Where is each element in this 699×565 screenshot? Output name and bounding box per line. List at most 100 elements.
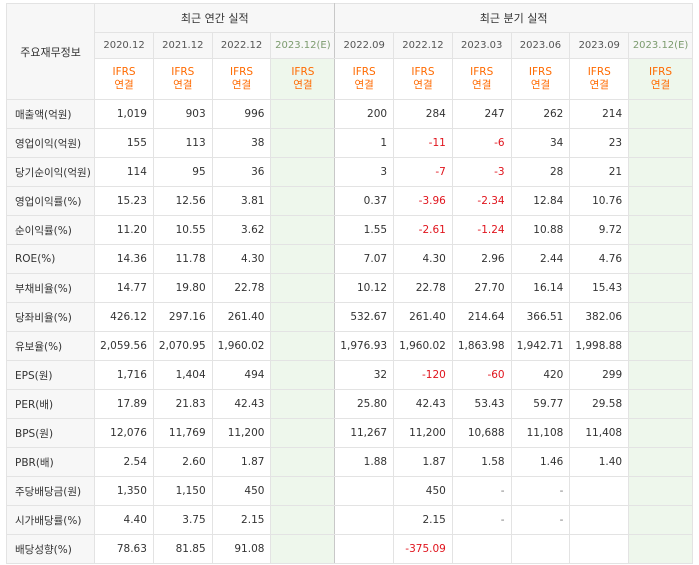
- quarter-period-header: 2023.09: [569, 32, 630, 59]
- table-cell: [270, 99, 336, 129]
- table-cell: [628, 273, 693, 303]
- table-cell: -: [510, 505, 571, 535]
- table-cell: [270, 128, 336, 158]
- table-cell: 42.43: [211, 389, 272, 419]
- table-cell: -1.24: [451, 215, 512, 245]
- ifrs-consolidated-label: IFRS 연결: [211, 58, 272, 100]
- ifrs-consolidated-label: IFRS 연결: [451, 58, 512, 100]
- standard-line2: 연결: [231, 79, 252, 91]
- table-cell: [270, 186, 336, 216]
- table-cell: [334, 534, 395, 564]
- table-row: BPS(원) 12,076 11,769 11,200 11,267 11,200 10,6…: [5, 418, 693, 448]
- table-cell: 1,976.93: [334, 331, 395, 361]
- table-cell: 14.77: [94, 273, 154, 303]
- table-cell: -3: [451, 157, 512, 187]
- table-cell: 14.36: [94, 244, 154, 274]
- table-cell: [270, 505, 336, 535]
- table-cell: 53.43: [451, 389, 512, 419]
- table-cell: 38: [211, 128, 272, 158]
- table-cell: 262: [510, 99, 571, 129]
- table-cell: 28: [510, 157, 571, 187]
- standard-line2: 연결: [589, 79, 609, 91]
- table-cell: 366.51: [510, 302, 571, 332]
- table-row: 매출액(억원) 1,019 903 996 200 284 247 262 214: [5, 99, 693, 129]
- table-cell: [334, 476, 395, 506]
- table-row: 영업이익률(%) 15.23 12.56 3.81 0.37 -3.96 -2.34 12.8…: [5, 186, 693, 216]
- table-cell: [628, 505, 693, 535]
- row-label: 주당배당금(원): [5, 476, 96, 506]
- table-cell: -3.96: [393, 186, 453, 216]
- table-row: PBR(배) 2.54 2.60 1.87 1.88 1.87 1.58 1.46 1.40: [5, 447, 693, 477]
- standard-line1: IFRS: [230, 66, 254, 78]
- table-cell: -2.34: [451, 186, 512, 216]
- table-cell: [628, 244, 693, 274]
- ifrs-consolidated-label: IFRS 연결: [152, 58, 213, 100]
- table-cell: 11.20: [94, 215, 154, 245]
- table-cell: 21: [569, 157, 630, 187]
- table-cell: 1,404: [152, 360, 213, 390]
- standard-line1: IFRS: [291, 66, 315, 78]
- table-cell: 1,863.98: [451, 331, 512, 361]
- annual-period-header: 2020.12: [94, 32, 154, 59]
- standard-line1: IFRS: [470, 66, 494, 78]
- table-cell: 17.89: [94, 389, 154, 419]
- row-label: 당좌비율(%): [5, 302, 96, 332]
- table-cell: 11,200: [393, 418, 453, 448]
- table-cell: 36: [211, 157, 272, 187]
- table-cell: [628, 215, 693, 245]
- table-row: 유보율(%) 2,059.56 2,070.95 1,960.02 1,976.93 1,…: [5, 331, 693, 361]
- table-cell: [334, 505, 395, 535]
- standard-line1: IFRS: [528, 66, 553, 78]
- ifrs-consolidated-label: IFRS 연결: [510, 58, 571, 100]
- row-label: 부채비율(%): [5, 273, 96, 303]
- row-label: 배당성향(%): [5, 534, 96, 564]
- table-cell: 1,716: [94, 360, 154, 390]
- table-cell: -120: [393, 360, 453, 390]
- table-cell: -6: [451, 128, 512, 158]
- table-cell: [270, 215, 336, 245]
- row-label: 순이익률(%): [5, 215, 96, 245]
- table-cell: [628, 186, 693, 216]
- table-cell: 11,267: [334, 418, 395, 448]
- standard-line1: IFRS: [411, 66, 435, 78]
- table-cell: 2.15: [393, 505, 453, 535]
- table-cell: 27.70: [451, 273, 512, 303]
- table-cell: 297.16: [152, 302, 213, 332]
- table-cell: 261.40: [393, 302, 453, 332]
- table-cell: 10.12: [334, 273, 395, 303]
- row-label: 영업이익률(%): [5, 186, 96, 216]
- annual-period-header: 2021.12: [152, 32, 213, 59]
- table-cell: -60: [451, 360, 512, 390]
- table-cell: [270, 447, 336, 477]
- table-cell: 1: [334, 128, 395, 158]
- table-cell: 2.60: [152, 447, 213, 477]
- table-cell: 15.23: [94, 186, 154, 216]
- table-cell: [628, 302, 693, 332]
- table-cell: 114: [94, 157, 154, 187]
- standard-line2: 연결: [530, 79, 551, 91]
- table-cell: 10.55: [152, 215, 213, 245]
- table-cell: 3.75: [152, 505, 213, 535]
- table-cell: [628, 476, 693, 506]
- standard-line2: 연결: [472, 79, 492, 91]
- table-cell: 10,688: [451, 418, 512, 448]
- table-cell: 200: [334, 99, 395, 129]
- header-group-row: 주요재무정보 최근 연간 실적 최근 분기 실적: [5, 3, 693, 100]
- table-cell: 903: [152, 99, 213, 129]
- table-cell: [270, 244, 336, 274]
- table-cell: [628, 447, 693, 477]
- ifrs-consolidated-label: IFRS 연결: [334, 58, 395, 100]
- standard-line2: 연결: [354, 79, 374, 91]
- table-cell: 382.06: [569, 302, 630, 332]
- row-label: BPS(원): [5, 418, 96, 448]
- table-cell: 42.43: [393, 389, 453, 419]
- table-cell: 299: [569, 360, 630, 390]
- table-cell: 4.30: [211, 244, 272, 274]
- standard-line2: 연결: [413, 79, 433, 91]
- row-label: 유보율(%): [5, 331, 96, 361]
- table-cell: 2.44: [510, 244, 571, 274]
- table-cell: 426.12: [94, 302, 154, 332]
- row-label: ROE(%): [5, 244, 96, 274]
- standard-line1: IFRS: [352, 66, 376, 78]
- ifrs-consolidated-label: IFRS 연결: [270, 58, 336, 100]
